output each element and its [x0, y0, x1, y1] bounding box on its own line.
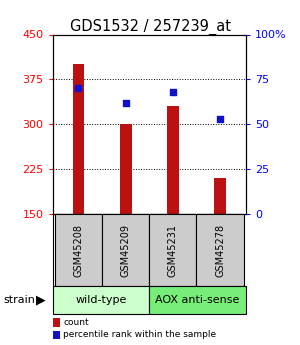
FancyBboxPatch shape [55, 214, 102, 286]
Bar [120, 124, 132, 214]
Text: GSM45208: GSM45208 [74, 224, 83, 277]
Point [76, 86, 81, 91]
Text: GSM45231: GSM45231 [168, 224, 178, 277]
Point [170, 89, 175, 95]
Point [123, 100, 128, 106]
Point [218, 116, 222, 121]
Text: ▶: ▶ [36, 294, 45, 307]
Text: GSM45209: GSM45209 [121, 224, 131, 277]
FancyBboxPatch shape [102, 214, 149, 286]
FancyBboxPatch shape [196, 214, 244, 286]
FancyBboxPatch shape [52, 286, 149, 314]
FancyBboxPatch shape [149, 214, 196, 286]
Text: percentile rank within the sample: percentile rank within the sample [63, 331, 216, 339]
Text: count: count [63, 318, 88, 327]
Text: GSM45278: GSM45278 [215, 224, 225, 277]
Bar [214, 178, 226, 214]
Bar [167, 106, 179, 214]
Text: strain: strain [3, 295, 35, 305]
Text: AOX anti-sense: AOX anti-sense [155, 295, 240, 305]
Text: GDS1532 / 257239_at: GDS1532 / 257239_at [70, 19, 230, 35]
Bar [73, 65, 84, 214]
FancyBboxPatch shape [149, 286, 246, 314]
Text: wild-type: wild-type [75, 295, 127, 305]
